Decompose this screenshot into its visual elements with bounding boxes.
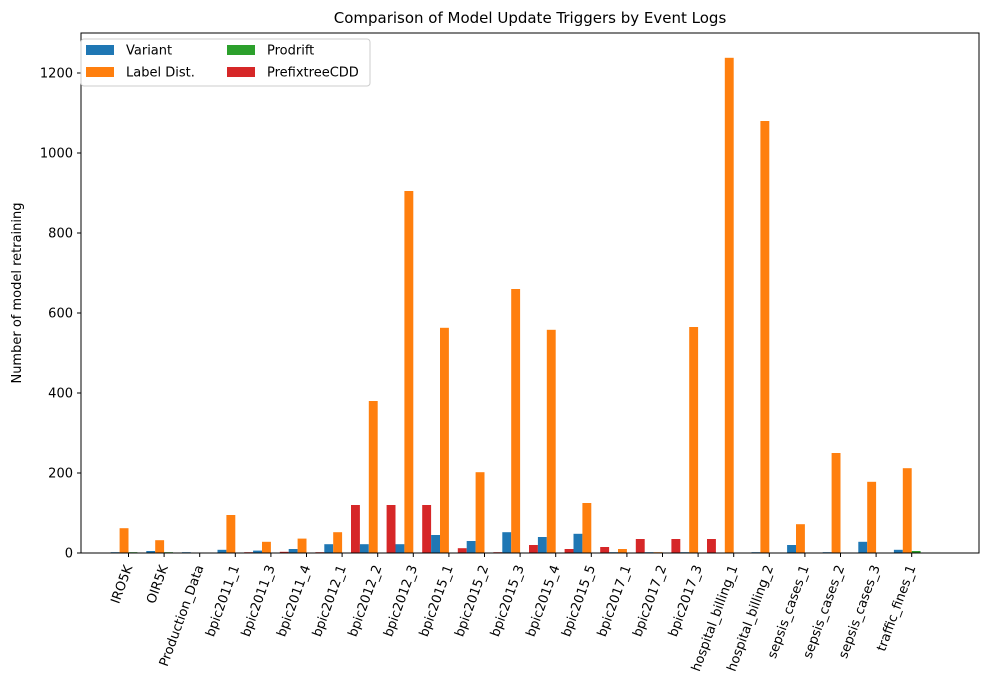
y-tick-label: 1000: [40, 147, 73, 162]
bar-prefixtreecdd-bpic2017-1: [635, 539, 645, 553]
y-tick-label: 800: [48, 227, 73, 242]
bar-prefixtreecdd-bpic2017-2: [671, 539, 681, 553]
bar-variant-bpic2012-2: [359, 544, 369, 553]
bar-prodrift-traffic-fines-1: [911, 551, 921, 553]
chart-title: Comparison of Model Update Triggers by E…: [334, 9, 727, 27]
x-tick-label: bpic2015_5: [559, 563, 599, 639]
legend-label: Label Dist.: [126, 66, 195, 81]
bar-prefixtreecdd-bpic2015-3: [529, 545, 538, 553]
bar-label-dist-hospital-billing-1: [724, 57, 734, 554]
bar-label-dist-hospital-billing-2: [760, 121, 770, 553]
x-tick-label: traffic_fines_1: [874, 563, 919, 653]
legend-box: [80, 38, 371, 87]
bar-label-dist-bpic2015-2: [475, 472, 485, 553]
bar-variant-bpic2015-1: [431, 535, 440, 553]
x-tick-label: bpic2017_3: [666, 563, 706, 639]
bar-variant-bpic2011-3: [253, 550, 262, 553]
bar-prefixtreecdd-bpic2012-2: [386, 505, 396, 553]
bar-variant-traffic-fines-1: [893, 549, 903, 553]
x-tick-label: bpic2012_3: [381, 563, 421, 639]
legend-label: PrefixtreeCDD: [267, 66, 359, 81]
x-tick-label: bpic2015_1: [417, 563, 457, 639]
legend-label: Variant: [126, 44, 172, 59]
legend: Variant Label Dist. Prodrift PrefixtreeCDD: [80, 38, 371, 87]
bar-label-dist-bpic2017-3: [689, 327, 699, 553]
x-tick-label: bpic2012_1: [310, 563, 350, 639]
bars-layer: [110, 57, 921, 554]
x-tick-label: bpic2011_3: [239, 563, 279, 639]
y-tick-label: 400: [48, 387, 73, 402]
x-tick-label: bpic2017_2: [630, 563, 670, 639]
bar-label-dist-bpic2012-3: [404, 191, 414, 553]
bar-label-dist-traffic-fines-1: [902, 468, 912, 553]
bar-variant-bpic2011-4: [288, 549, 298, 553]
y-axis-title: Number of model retraining: [10, 202, 25, 383]
x-tick-label: IRO5K: [109, 563, 137, 606]
x-tick-label: bpic2012_2: [346, 563, 386, 639]
bar-label-dist-sepsis-cases-2: [831, 453, 841, 553]
bar-label-dist-bpic2017-1: [618, 549, 627, 553]
bar-label-dist-bpic2015-3: [511, 289, 521, 553]
x-tick-label: bpic2015_3: [488, 563, 528, 639]
x-tick-label: bpic2017_1: [595, 563, 635, 639]
y-tick-label: 200: [48, 467, 73, 482]
bar-label-dist-bpic2012-1: [333, 532, 343, 553]
bar-variant-bpic2015-3: [502, 532, 512, 553]
bar-prefixtreecdd-bpic2012-3: [422, 505, 432, 553]
bar-label-dist-bpic2011-3: [262, 541, 271, 553]
x-tick-label: OIR5K: [144, 563, 172, 606]
bar-variant-bpic2012-3: [395, 544, 405, 553]
bar-variant-bpic2015-5: [573, 533, 583, 553]
bar-prefixtreecdd-bpic2015-4: [564, 549, 574, 553]
bar-prefixtreecdd-bpic2017-3: [707, 539, 716, 553]
bar-variant-bpic2015-4: [537, 537, 547, 553]
bar-variant-sepsis-cases-1: [787, 545, 796, 553]
bar-label-dist-bpic2015-4: [546, 329, 556, 553]
bar-label-dist-bpic2011-1: [226, 515, 236, 553]
bar-label-dist-bpic2012-2: [368, 401, 378, 553]
bar-variant-oir5k: [146, 551, 156, 553]
y-tick-label: 0: [65, 547, 73, 562]
y-tick-label: 600: [48, 307, 73, 322]
legend-swatch: [227, 67, 255, 77]
bar-variant-sepsis-cases-3: [858, 541, 868, 553]
legend-label: Prodrift: [267, 44, 314, 59]
x-tick-label: bpic2015_4: [524, 563, 564, 639]
bar-label-dist-bpic2011-4: [297, 538, 307, 553]
bar-variant-bpic2015-2: [466, 541, 476, 553]
y-tick-label: 1200: [40, 67, 73, 82]
legend-swatch: [86, 67, 114, 77]
x-tick-label: bpic2011_1: [203, 563, 243, 639]
bar-prefixtreecdd-bpic2011-3: [279, 551, 289, 553]
bar-prefixtreecdd-bpic2012-1: [351, 505, 360, 553]
bar-label-dist-iro5k: [119, 528, 129, 553]
bar-prefixtreecdd-bpic2015-1: [457, 548, 467, 553]
x-tick-label: bpic2015_2: [452, 563, 492, 639]
bar-label-dist-bpic2015-1: [440, 327, 449, 553]
bar-prefixtreecdd-bpic2015-5: [600, 547, 610, 553]
x-tick-label: bpic2011_4: [274, 563, 314, 639]
bar-label-dist-bpic2015-5: [582, 503, 592, 553]
bar-label-dist-sepsis-cases-3: [867, 481, 877, 553]
bar-label-dist-sepsis-cases-1: [796, 524, 805, 553]
legend-swatch: [227, 45, 255, 55]
bar-label-dist-oir5k: [155, 540, 165, 553]
plot-frame: [80, 32, 980, 554]
legend-swatch: [86, 45, 114, 55]
bar-variant-bpic2011-1: [217, 549, 227, 553]
bar-variant-bpic2012-1: [324, 544, 334, 553]
